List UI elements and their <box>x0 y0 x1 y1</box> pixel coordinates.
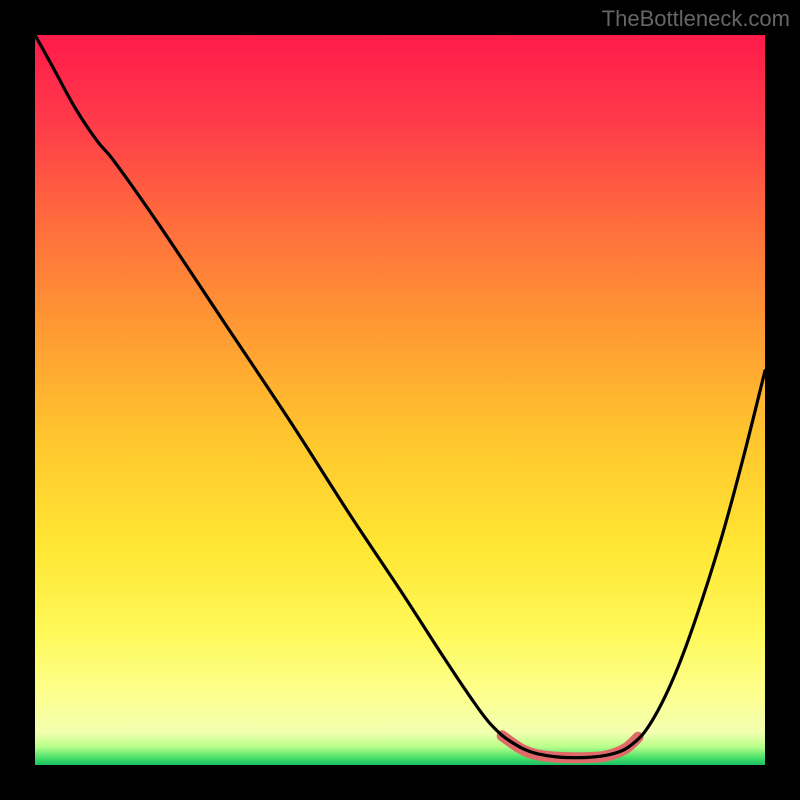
main-black-curve <box>35 35 765 758</box>
chart-plot-area <box>35 35 765 765</box>
chart-curves <box>35 35 765 765</box>
watermark-text: TheBottleneck.com <box>602 6 790 32</box>
